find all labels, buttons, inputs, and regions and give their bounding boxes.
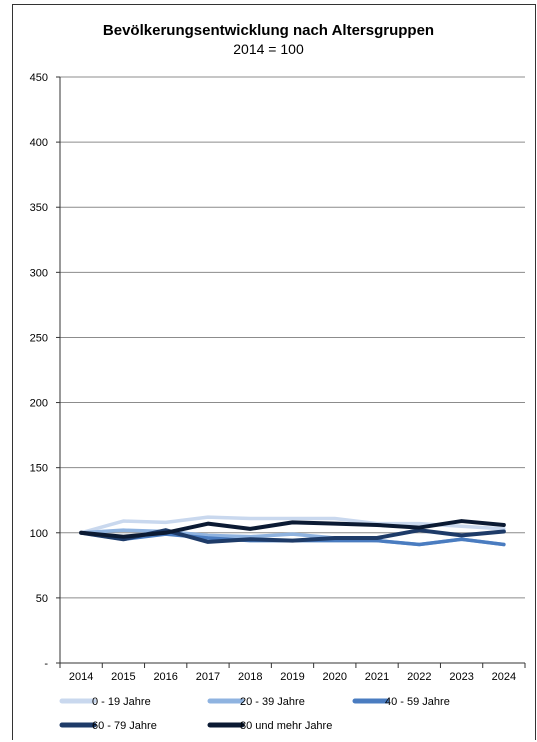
y-tick-labels: - 50 100 150 200 250 300 350 400 450 [30,72,49,670]
axes [56,76,526,668]
grid-lines [60,76,525,599]
y-tick-label: 250 [30,332,48,344]
x-tick-label: 2023 [449,671,473,683]
y-tick-label: 350 [30,202,48,214]
x-tick-label: 2021 [365,671,389,683]
x-tick-label: 2014 [69,671,93,683]
x-tick-label: 2016 [153,671,177,683]
x-tick-labels: 2014 2015 2016 2017 2018 2019 2020 2021 2022 2023… [69,671,516,683]
y-tick-label: 200 [30,398,48,410]
y-tick-label: 450 [30,72,48,84]
x-tick-label: 2022 [407,671,431,683]
legend-label: 20 - 39 Jahre [240,696,305,708]
x-tick-label: 2015 [111,671,135,683]
legend-label: 0 - 19 Jahre [92,696,151,708]
chart-frame [12,4,536,740]
legend-label: 80 und mehr Jahre [240,720,332,732]
series-line-80-und-mehr-jahre [79,519,506,539]
x-tick-label: 2024 [492,671,516,683]
chart-subtitle: 2014 = 100 [233,41,304,57]
x-tick-label: 2018 [238,671,262,683]
y-tick-label: 100 [30,528,48,540]
legend: 0 - 19 Jahre 20 - 39 Jahre 40 - 59 Jahre 60… [59,696,450,732]
legend-label: 40 - 59 Jahre [385,696,450,708]
y-tick-label: - [44,658,48,670]
y-tick-label: 150 [30,463,48,475]
y-tick-label: 300 [30,267,48,279]
x-tick-label: 2019 [280,671,304,683]
x-tick-label: 2017 [196,671,220,683]
y-tick-label: 400 [30,137,48,149]
y-tick-label: 50 [36,593,48,605]
chart-title: Bevölkerungsentwicklung nach Altersgrupp… [102,22,435,39]
legend-label: 60 - 79 Jahre [92,720,157,732]
series-lines [79,515,506,547]
x-tick-label: 2020 [323,671,347,683]
